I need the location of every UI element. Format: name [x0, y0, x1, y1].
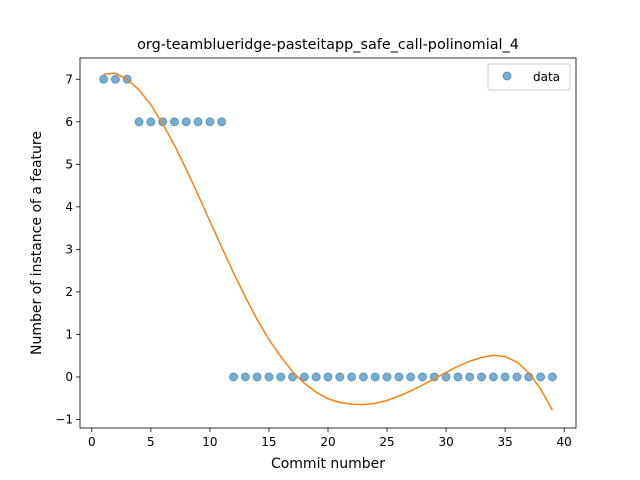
axis-ticks: 0 5 10 15 20 25 30 35 40 −1 0 1 2 3 4 5 6 7: [55, 72, 572, 449]
y-tick-label: 7: [65, 72, 73, 86]
data-point: [488, 372, 498, 382]
data-point: [347, 372, 357, 382]
x-tick-label: 25: [379, 435, 394, 449]
legend-label-data: data: [533, 70, 560, 84]
data-point: [465, 372, 475, 382]
data-point: [99, 74, 109, 84]
x-tick-label: 10: [202, 435, 217, 449]
x-tick-label: 35: [498, 435, 513, 449]
chart-title: org-teamblueridge-pasteitapp_safe_call-p…: [137, 37, 519, 53]
x-axis-label: Commit number: [271, 456, 385, 472]
data-point: [512, 372, 522, 382]
legend-marker-data: [502, 71, 512, 81]
data-point: [193, 117, 203, 127]
data-point: [146, 117, 156, 127]
y-tick-label: 3: [65, 242, 73, 256]
x-tick-label: 5: [147, 435, 155, 449]
data-point: [358, 372, 368, 382]
x-tick-label: 20: [320, 435, 335, 449]
data-point: [417, 372, 427, 382]
data-point: [229, 372, 239, 382]
x-tick-label: 0: [88, 435, 96, 449]
data-point: [240, 372, 250, 382]
data-point: [205, 117, 215, 127]
y-tick-label: 6: [65, 115, 73, 129]
data-point: [134, 117, 144, 127]
y-tick-label: 2: [65, 285, 73, 299]
data-point: [169, 117, 179, 127]
data-point: [264, 372, 274, 382]
data-point: [536, 372, 546, 382]
data-point: [276, 372, 286, 382]
data-point: [547, 372, 557, 382]
data-point: [370, 372, 380, 382]
y-tick-label: 4: [65, 200, 73, 214]
data-point: [335, 372, 345, 382]
x-tick-label: 30: [438, 435, 453, 449]
data-point: [382, 372, 392, 382]
data-point: [406, 372, 416, 382]
plot-area: [99, 72, 557, 411]
x-tick-label: 15: [261, 435, 276, 449]
data-point: [477, 372, 487, 382]
data-point: [288, 372, 298, 382]
axes-frame: [79, 57, 577, 429]
data-point: [323, 372, 333, 382]
y-tick-label: 5: [65, 157, 73, 171]
data-point: [110, 74, 120, 84]
y-tick-label: 0: [65, 370, 73, 384]
data-point: [217, 117, 227, 127]
x-tick-label: 40: [557, 435, 572, 449]
data-point: [299, 372, 309, 382]
y-tick-label: 1: [65, 327, 73, 341]
data-point: [252, 372, 262, 382]
data-point: [453, 372, 463, 382]
data-point: [500, 372, 510, 382]
y-axis-label: Number of instance of a feature: [29, 131, 45, 355]
fit-line: [103, 72, 554, 411]
data-point: [311, 372, 321, 382]
legend: data: [487, 63, 571, 91]
y-tick-label: −1: [55, 412, 73, 426]
data-point: [394, 372, 404, 382]
legend-box: [487, 63, 571, 91]
data-point: [181, 117, 191, 127]
